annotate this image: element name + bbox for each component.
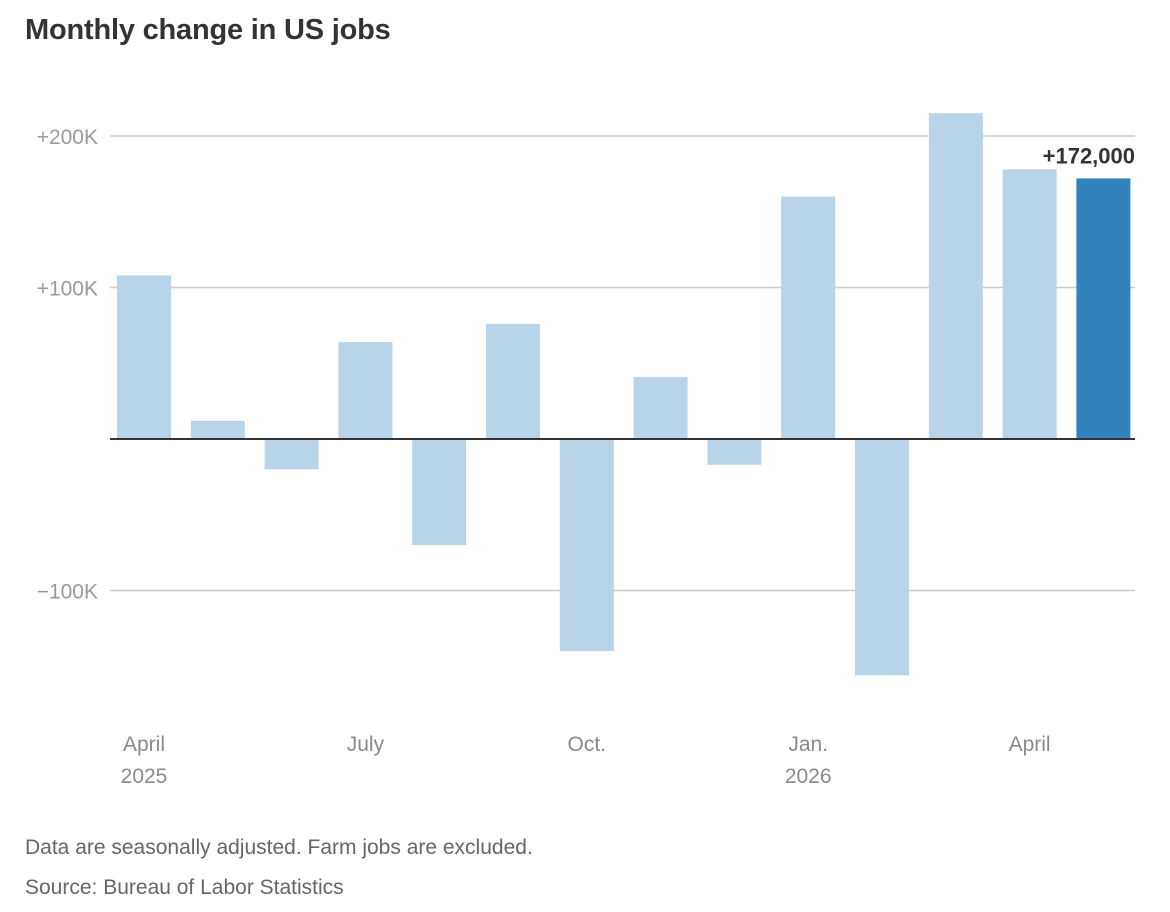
y-tick-label: +200K (37, 126, 98, 149)
x-tick-year-label: 2025 (121, 765, 168, 788)
x-tick-label: Jan. (788, 733, 828, 756)
bar-highlight (1076, 178, 1131, 440)
footer-source: Source: Bureau of Labor Statistics (25, 876, 344, 899)
bar (338, 342, 393, 439)
y-tick-label: +100K (37, 278, 98, 301)
bar (855, 439, 909, 676)
x-tick-year-label: 2026 (785, 765, 832, 788)
bar (781, 196, 836, 439)
chart-title: Monthly change in US jobs (25, 14, 391, 46)
bar (633, 376, 688, 439)
x-tick-label: July (347, 733, 385, 756)
x-tick-label: April (1009, 733, 1051, 756)
bar (412, 439, 467, 546)
bar (117, 275, 171, 439)
bar (1002, 169, 1057, 439)
data-label: +172,000 (1043, 143, 1135, 168)
y-tick-label: −100K (37, 581, 98, 604)
bar (559, 439, 614, 652)
labels: +200K +100K −100K +172,000 April 2025 July Oct.… (37, 126, 1135, 788)
bar (190, 420, 245, 439)
bar (486, 323, 540, 439)
bar (264, 439, 319, 470)
bar (928, 113, 983, 440)
x-tick-label: Oct. (568, 733, 607, 756)
bars (117, 113, 1131, 676)
footer-note: Data are seasonally adjusted. Farm jobs … (25, 836, 533, 859)
bar (707, 439, 762, 465)
x-tick-label: April (123, 733, 165, 756)
